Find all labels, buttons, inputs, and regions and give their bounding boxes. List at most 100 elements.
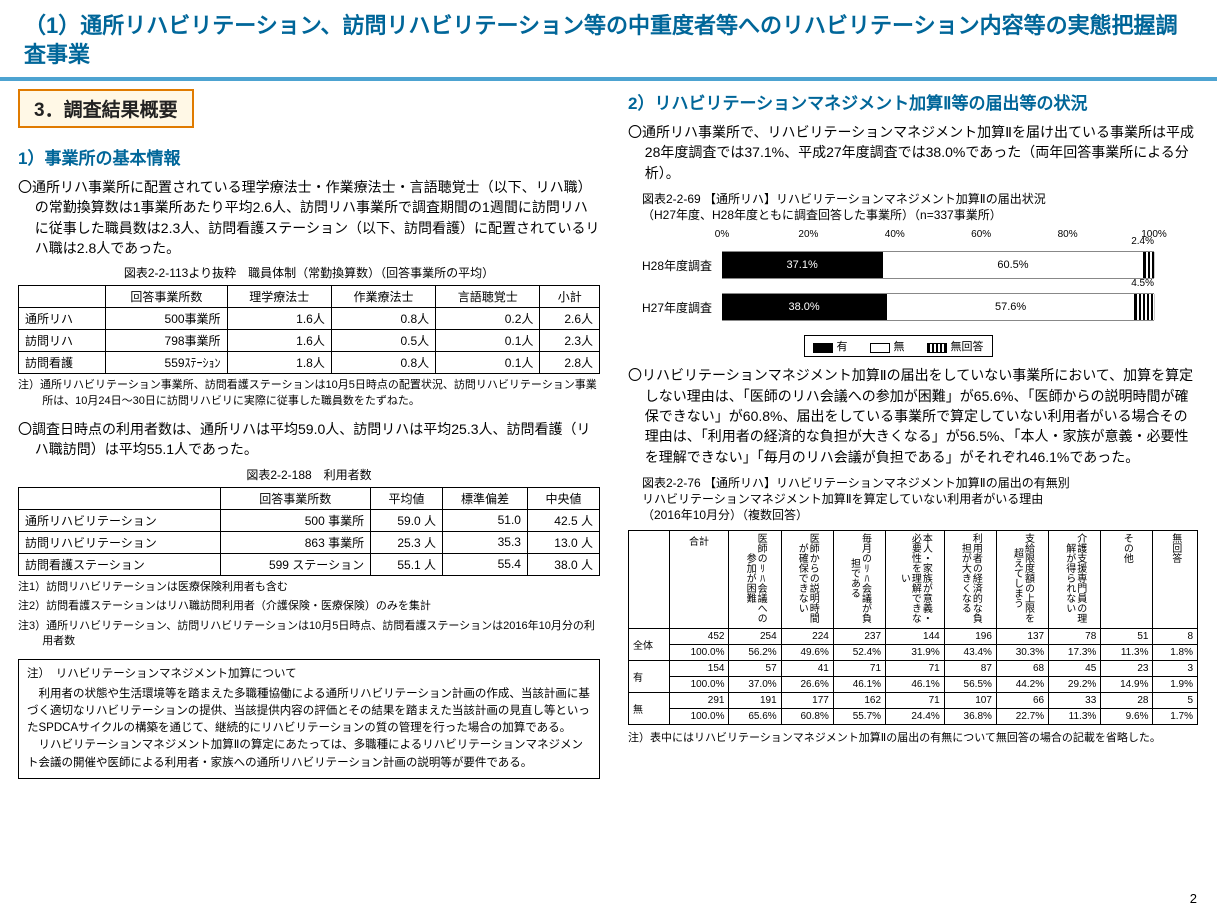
cross-cell-pct: 100.0%	[669, 676, 729, 692]
cross-cell-n: 224	[781, 628, 833, 644]
cell: 0.2人	[436, 308, 540, 330]
cell: 35.3	[443, 531, 528, 553]
col-header: 理学療法士	[227, 286, 331, 308]
subsection-2-heading: 2）リハビリテーションマネジメント加算Ⅱ等の届出等の状況	[628, 89, 1198, 114]
cross-cell-n: 107	[944, 692, 996, 708]
cross-cell-pct: 31.9%	[886, 644, 945, 660]
cross-cell-n: 162	[833, 692, 885, 708]
cross-cell-n: 78	[1049, 628, 1101, 644]
table2-caption: 図表2-2-188 利用者数	[18, 466, 600, 483]
cell: 51.0	[443, 509, 528, 531]
boxed-note-body2: リハビリテーションマネジメント加算Ⅱの算定にあたっては、多職種によるリハビリテー…	[27, 737, 591, 772]
cross-cell-pct: 14.9%	[1101, 676, 1153, 692]
bar-seg-no: 60.5%	[882, 252, 1143, 278]
cell: 通所リハ	[19, 308, 106, 330]
cell: 55.1 人	[371, 553, 443, 575]
cell: 59.0 人	[371, 509, 443, 531]
col-header: 回答事業所数	[106, 286, 227, 308]
cross-cell-n: 23	[1101, 660, 1153, 676]
cross-cell-n: 154	[669, 660, 729, 676]
cell: 0.8人	[331, 352, 435, 374]
cross-cell-pct: 56.5%	[944, 676, 996, 692]
axis-tick: 20%	[798, 229, 818, 240]
cross-col-header: 利用者の経済的な負担が大きくなる	[944, 530, 996, 628]
cross-cell-n: 71	[886, 692, 945, 708]
cross-cell-n: 71	[886, 660, 945, 676]
cross-cell-n: 28	[1101, 692, 1153, 708]
col-header: 中央値	[527, 487, 599, 509]
cross-table: 合計医師のﾘﾊ会議への参加が困難医師からの説明時間が確保できない毎月のﾘﾊ会議が…	[628, 530, 1198, 725]
cross-col-header: 本人・家族が意義・必要性を理解できない	[886, 530, 945, 628]
cross-cell-pct: 11.3%	[1101, 644, 1153, 660]
cross-col-header	[629, 530, 670, 628]
left-para-2: 〇調査日時点の利用者数は、通所リハは平均59.0人、訪問リハは平均25.3人、訪…	[18, 419, 600, 460]
table-users: 回答事業所数平均値標準偏差中央値 通所リハビリテーション500 事業所59.0 …	[18, 487, 600, 576]
cross-cell-pct: 43.4%	[944, 644, 996, 660]
page-number: 2	[1190, 891, 1197, 906]
cell: 42.5 人	[527, 509, 599, 531]
cell: 500事業所	[106, 308, 227, 330]
cross-cell-n: 68	[996, 660, 1048, 676]
cross-cell-n: 452	[669, 628, 729, 644]
cross-cell-pct: 11.3%	[1049, 708, 1101, 724]
subsection-1-heading: 1）事業所の基本情報	[18, 144, 600, 169]
cross-cell-pct: 56.2%	[729, 644, 781, 660]
cell: 559ｽﾃｰｼｮﾝ	[106, 352, 227, 374]
chart-caption: 図表2-2-69 【通所リハ】リハビリテーションマネジメント加算Ⅱの届出状況（H…	[642, 191, 1198, 223]
cross-cell-pct: 65.6%	[729, 708, 781, 724]
cell: 798事業所	[106, 330, 227, 352]
stacked-bar-chart: 0%20%40%60%80%100% H28年度調査37.1%60.5%2.4%…	[628, 229, 1168, 357]
cross-cell-pct: 100.0%	[669, 644, 729, 660]
table-staff: 回答事業所数理学療法士作業療法士言語聴覚士小計 通所リハ500事業所1.6人0.…	[18, 285, 600, 374]
cross-note: 注）表中にはリハビリテーションマネジメント加算Ⅱの届出の有無について無回答の場合…	[628, 729, 1198, 745]
cross-row-header: 有	[629, 660, 670, 692]
bar-seg-yes: 37.1%	[722, 252, 882, 278]
cross-cell-pct: 46.1%	[886, 676, 945, 692]
col-header	[19, 487, 221, 509]
cell: 2.8人	[540, 352, 600, 374]
cross-cell-pct: 26.6%	[781, 676, 833, 692]
cross-cell-pct: 49.6%	[781, 644, 833, 660]
cross-cell-n: 8	[1153, 628, 1198, 644]
cross-cell-pct: 36.8%	[944, 708, 996, 724]
cross-col-header: 無回答	[1153, 530, 1198, 628]
cross-col-header: 医師からの説明時間が確保できない	[781, 530, 833, 628]
cell: 38.0 人	[527, 553, 599, 575]
cross-cell-n: 254	[729, 628, 781, 644]
cross-col-header: その他	[1101, 530, 1153, 628]
cell: 訪問看護	[19, 352, 106, 374]
cell: 0.8人	[331, 308, 435, 330]
cross-cell-pct: 46.1%	[833, 676, 885, 692]
col-header: 平均値	[371, 487, 443, 509]
cell: 1.6人	[227, 308, 331, 330]
left-para-1: 〇通所リハ事業所に配置されている理学療法士・作業療法士・言語聴覚士（以下、リハ職…	[18, 177, 600, 258]
axis-tick: 40%	[885, 229, 905, 240]
cross-cell-n: 144	[886, 628, 945, 644]
bar-seg-no: 57.6%	[886, 294, 1135, 320]
cell: 2.6人	[540, 308, 600, 330]
bar-row: H27年度調査38.0%57.6%4.5%	[642, 293, 1154, 321]
col-header: 言語聴覚士	[436, 286, 540, 308]
title-rule	[0, 77, 1217, 81]
bar-seg-na	[1144, 252, 1154, 278]
table1-caption: 図表2-2-113より抜粋 職員体制（常勤換算数）（回答事業所の平均）	[18, 264, 600, 281]
table2-note: 注1）訪問リハビリテーションは医療保険利用者も含む	[18, 580, 600, 595]
bar-label: H27年度調査	[642, 299, 722, 316]
cell: 500 事業所	[220, 509, 371, 531]
cell: 1.6人	[227, 330, 331, 352]
cross-col-header: 毎月のﾘﾊ会議が負担である	[833, 530, 885, 628]
col-header: 回答事業所数	[220, 487, 371, 509]
cross-col-header: 介護支援専門員の理解が得られない	[1049, 530, 1101, 628]
cross-cell-pct: 22.7%	[996, 708, 1048, 724]
cross-caption: 図表2-2-76 【通所リハ】リハビリテーションマネジメント加算Ⅱの届出の有無別…	[642, 475, 1198, 524]
cross-cell-n: 177	[781, 692, 833, 708]
right-para-2: 〇リハビリテーションマネジメント加算Ⅱの届出をしていない事業所において、加算を算…	[628, 365, 1198, 466]
cross-cell-n: 3	[1153, 660, 1198, 676]
cell: 訪問看護ステーション	[19, 553, 221, 575]
cross-col-header: 支給限度額の上限を超えてしまう	[996, 530, 1048, 628]
col-header	[19, 286, 106, 308]
cross-cell-pct: 30.3%	[996, 644, 1048, 660]
section-3-heading: 3．調査結果概要	[18, 89, 194, 128]
cell: 0.1人	[436, 352, 540, 374]
table1-note: 注）通所リハビリテーション事業所、訪問看護ステーションは10月5日時点の配置状況…	[18, 378, 600, 409]
